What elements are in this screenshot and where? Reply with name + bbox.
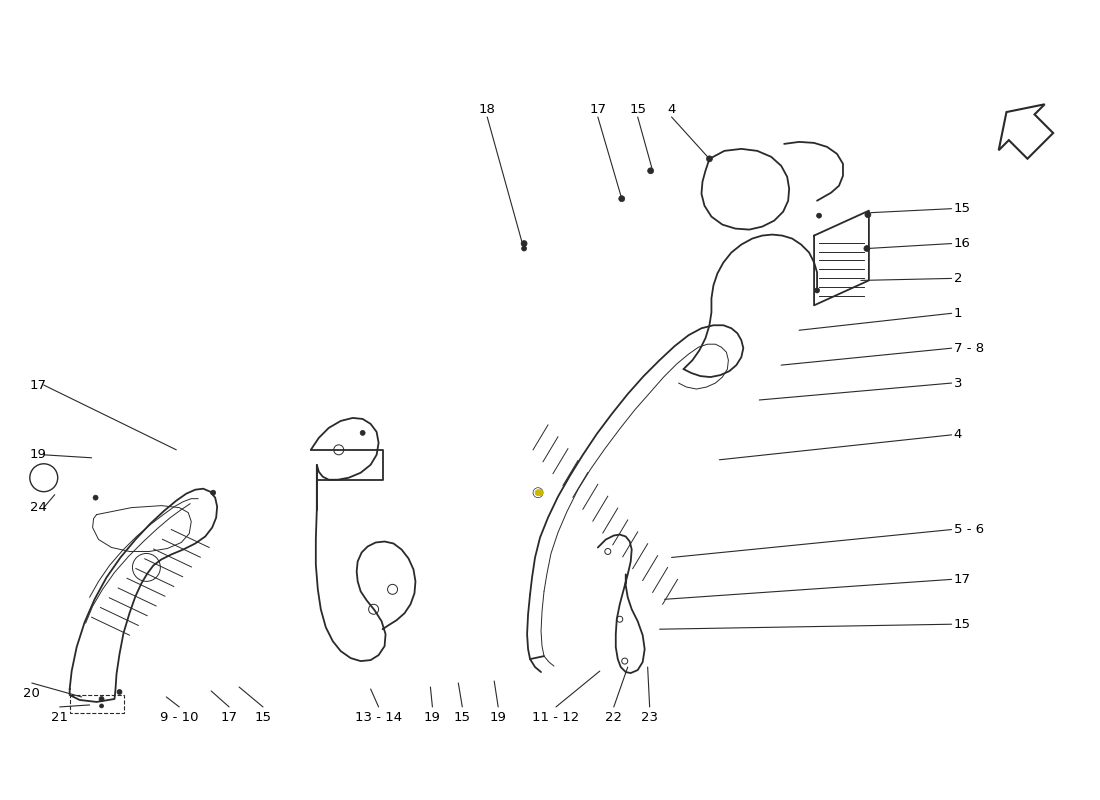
Text: 13 - 14: 13 - 14 xyxy=(355,711,403,724)
Text: 15: 15 xyxy=(254,711,272,724)
Circle shape xyxy=(648,168,653,174)
Text: 4: 4 xyxy=(954,428,962,442)
Text: 17: 17 xyxy=(221,711,238,724)
Circle shape xyxy=(816,213,822,218)
Text: 15: 15 xyxy=(454,711,471,724)
Circle shape xyxy=(535,490,541,496)
Text: 2: 2 xyxy=(954,272,962,285)
Text: 19: 19 xyxy=(424,711,441,724)
Circle shape xyxy=(99,697,104,702)
Text: 15: 15 xyxy=(629,102,646,115)
Circle shape xyxy=(864,246,870,251)
Text: 1: 1 xyxy=(954,307,962,320)
Circle shape xyxy=(521,246,527,251)
Text: 20: 20 xyxy=(23,687,41,700)
Text: 17: 17 xyxy=(954,573,970,586)
Text: 9 - 10: 9 - 10 xyxy=(160,711,198,724)
Text: 5 - 6: 5 - 6 xyxy=(954,523,983,536)
Circle shape xyxy=(117,690,122,694)
Text: 23: 23 xyxy=(641,711,658,724)
Circle shape xyxy=(619,196,625,202)
Text: 22: 22 xyxy=(605,711,623,724)
Text: 11 - 12: 11 - 12 xyxy=(532,711,580,724)
Text: 15: 15 xyxy=(954,202,970,215)
Text: 16: 16 xyxy=(954,237,970,250)
Text: 19: 19 xyxy=(490,711,507,724)
Circle shape xyxy=(100,704,103,708)
Text: 7 - 8: 7 - 8 xyxy=(954,342,983,354)
Circle shape xyxy=(360,430,365,435)
Text: 19: 19 xyxy=(30,448,46,462)
Circle shape xyxy=(521,241,527,246)
Circle shape xyxy=(537,490,543,496)
Text: 3: 3 xyxy=(954,377,962,390)
Text: 17: 17 xyxy=(590,102,606,115)
Text: 24: 24 xyxy=(30,501,46,514)
Circle shape xyxy=(94,495,98,500)
Circle shape xyxy=(706,156,713,162)
Text: 17: 17 xyxy=(30,378,47,391)
Text: 15: 15 xyxy=(954,618,970,630)
Circle shape xyxy=(815,288,820,293)
Circle shape xyxy=(865,212,871,218)
Text: 21: 21 xyxy=(52,711,68,724)
Text: 4: 4 xyxy=(668,102,675,115)
Circle shape xyxy=(211,490,216,495)
Bar xyxy=(69,695,124,713)
Text: 18: 18 xyxy=(478,102,496,115)
